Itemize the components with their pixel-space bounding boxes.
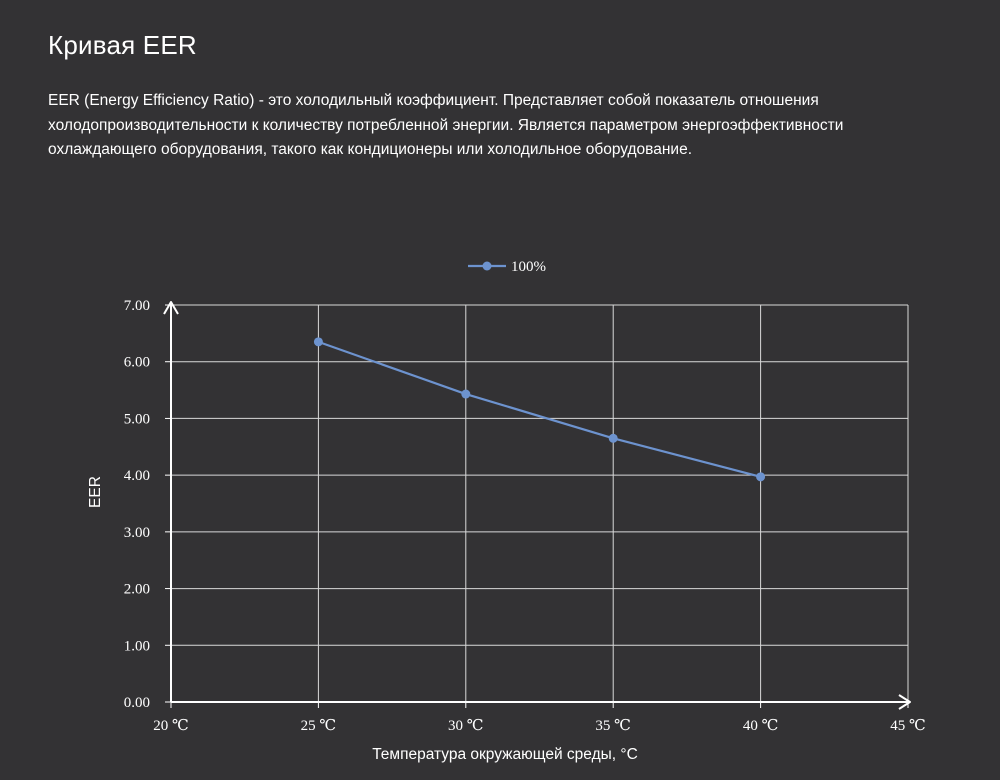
page-title: Кривая EER [48,30,197,60]
x-tick-label: 35 ℃ [595,718,631,734]
description-line-3: охлаждающего оборудования, такого как ко… [48,141,692,158]
y-tick-label: 2.00 [124,582,150,598]
series-point [608,433,618,443]
y-tick-label: 7.00 [124,298,150,314]
y-axis-title: EER [87,476,104,508]
y-tick-label: 6.00 [124,355,150,371]
series-point [461,389,471,399]
series-point [756,472,766,482]
legend-label: 100% [511,259,546,275]
y-axis-arrow-icon [163,301,179,315]
x-tick-label: 20 ℃ [153,718,189,734]
x-tick-label: 40 ℃ [743,718,779,734]
description-line-2: холодопроизводительности к количеству по… [48,116,844,134]
x-tick-label: 45 ℃ [890,718,926,734]
x-axis-title: Температура окружающей среды, °C [372,746,638,763]
y-tick-label: 4.00 [124,468,150,484]
y-tick-label: 5.00 [124,411,150,427]
description-line-1: EER (Energy Efficiency Ratio) - это холо… [48,92,819,109]
x-axis-arrow-icon [898,694,911,710]
series-point [313,337,323,347]
page-description: EER (Energy Efficiency Ratio) - это холо… [48,89,958,163]
x-tick-label: 25 ℃ [301,718,337,734]
series-line [318,340,761,478]
y-tick-label: 3.00 [124,525,150,541]
y-tick-label: 0.00 [124,695,150,711]
x-tick-label: 30 ℃ [448,718,484,734]
y-tick-label: 1.00 [124,638,150,654]
legend-marker-icon [482,261,492,271]
